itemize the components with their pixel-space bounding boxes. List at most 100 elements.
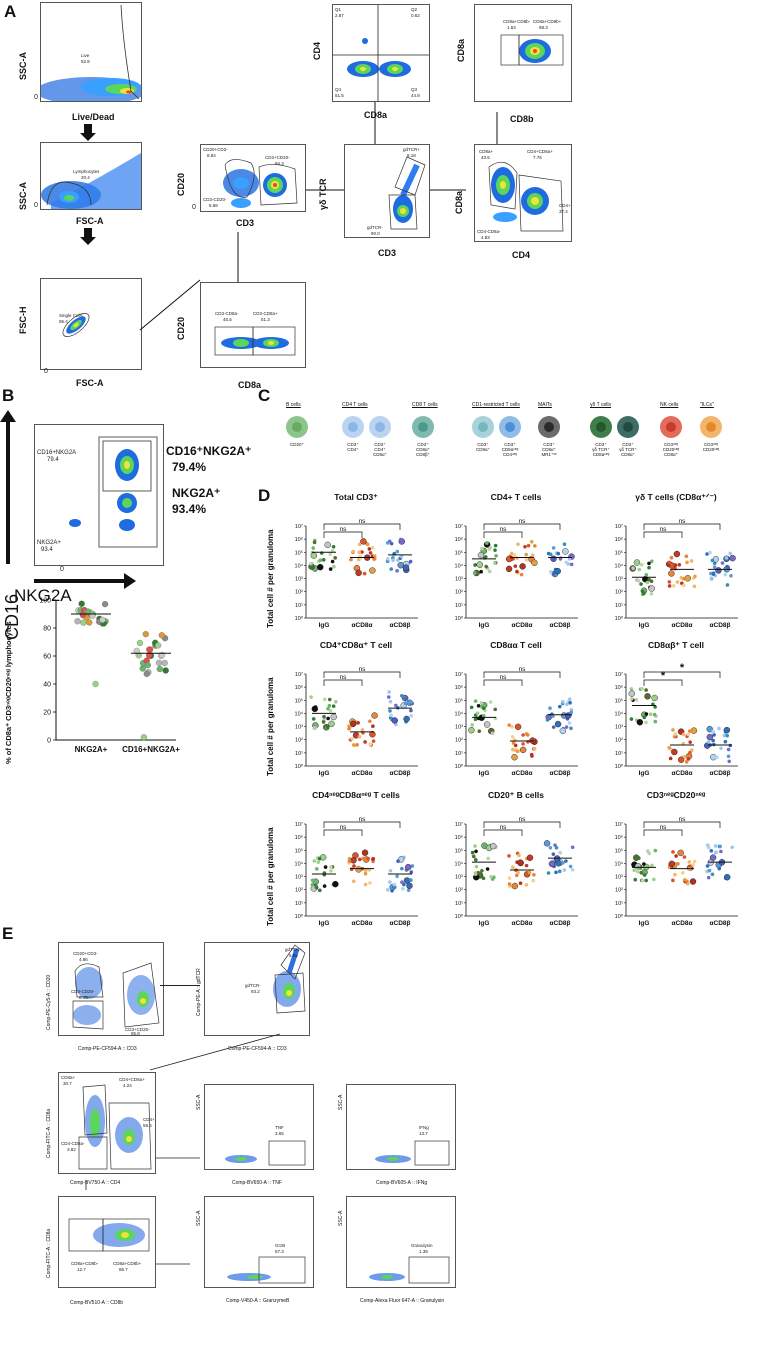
- d-data-point: [726, 754, 731, 759]
- d-ylabel: Total cell # per granuloma: [266, 677, 275, 776]
- cell-marker-label: CD3ⁿᵉᵍ CD20ⁿᵉᵍ: [702, 442, 720, 452]
- d-data-point: [708, 550, 712, 555]
- d-data-point: [324, 541, 331, 549]
- b-data-point: [152, 642, 159, 649]
- d-chart-title: Total CD3⁺: [334, 492, 378, 502]
- d-data-point: [507, 876, 512, 880]
- d-data-point: [552, 864, 556, 869]
- e-plot-cd8a-cd8b: CD8a+CD8b- 12.7 CD8a+CD8b+ 86.7: [58, 1196, 156, 1288]
- d-data-point: [637, 856, 641, 860]
- d-data-point: [391, 717, 398, 724]
- d-sig-label: ns: [519, 816, 527, 823]
- d-data-point: [673, 732, 678, 736]
- d-data-point: [385, 558, 390, 563]
- d-data-point: [476, 870, 481, 875]
- d-data-point: [526, 740, 530, 744]
- d-data-point: [715, 755, 719, 760]
- d-data-point: [313, 705, 318, 709]
- d-data-point: [317, 856, 322, 861]
- d-data-point: [718, 859, 726, 866]
- d-data-point: [514, 723, 522, 731]
- d-data-point: [529, 752, 534, 757]
- d-data-point: [705, 869, 709, 874]
- d-chart-title: CD4ⁿᵉᵍCD8αⁿᵉᵍ T cells: [312, 790, 400, 800]
- d-data-point: [311, 565, 319, 572]
- d-data-point: [641, 869, 648, 876]
- d-data-point: [480, 701, 488, 709]
- d-data-point: [553, 568, 558, 573]
- d-data-point: [683, 877, 687, 882]
- d-data-point: [706, 740, 711, 744]
- d-data-point: [365, 542, 370, 547]
- d-data-point: [474, 857, 478, 862]
- d-data-point: [564, 859, 568, 863]
- d-data-point: [390, 888, 394, 893]
- d-data-point: [554, 567, 561, 575]
- plot-cd8a-cd4: CD8a+ 43.5 CD4+CD8a+ 7.76 CD4+ 37.4 CD4-…: [474, 144, 572, 242]
- d-ytick-label: 10¹: [295, 603, 303, 609]
- d-data-point: [634, 698, 639, 702]
- d-data-point: [366, 856, 370, 861]
- b-data-point: [85, 608, 92, 616]
- d-data-point: [322, 873, 327, 877]
- d-data-point: [474, 864, 479, 869]
- d-data-point: [723, 874, 731, 881]
- cell-nucleus-icon: [706, 422, 716, 432]
- d-data-point: [562, 548, 569, 555]
- d-data-point: [362, 571, 367, 576]
- d-data-point: [310, 882, 315, 887]
- d-data-point: [351, 550, 355, 554]
- cell-group-title: "ILCs": [700, 402, 714, 408]
- d-data-point: [372, 557, 376, 561]
- d-data-point: [648, 585, 655, 592]
- d-data-point: [560, 701, 565, 706]
- b-data-point: [79, 611, 87, 618]
- d-data-point: [395, 568, 399, 573]
- b-data-point: [96, 618, 103, 625]
- cd20cd8a-xlabel: CD8a: [238, 380, 262, 390]
- d-data-point: [330, 549, 335, 553]
- d-data-point: [327, 697, 332, 702]
- d-data-point: [391, 558, 395, 563]
- d-data-point: [480, 705, 484, 709]
- e-plot-granzymeb: GrzB 57.3: [204, 1196, 314, 1288]
- d-data-point: [645, 580, 650, 585]
- cell-marker-label: CD3⁺ γδ TCR⁺ CD8α⁺: [619, 442, 637, 457]
- cd8acd4-v2: 7.76: [533, 155, 542, 160]
- d-sig-label: ns: [519, 666, 527, 673]
- d-data-point: [634, 863, 642, 870]
- d-data-point: [526, 854, 534, 861]
- d-data-point: [640, 589, 645, 593]
- cell-nucleus-icon: [596, 422, 606, 432]
- d-data-point: [628, 690, 636, 697]
- d-data-point: [351, 879, 356, 884]
- e6-xlabel: Comp-BV510-A :: CD8b: [70, 1300, 124, 1306]
- d-ytick-label: 10⁷: [295, 523, 303, 530]
- b-data-point: [143, 670, 150, 678]
- d-sig-label: *: [661, 670, 666, 682]
- d-data-point: [399, 554, 404, 559]
- d-data-point: [553, 859, 557, 863]
- d-data-point: [397, 856, 405, 863]
- d-data-point: [385, 541, 390, 545]
- d-data-point: [331, 882, 336, 887]
- d-data-point: [347, 726, 351, 731]
- d-data-point: [686, 864, 694, 872]
- d-ytick-label: 10³: [615, 725, 623, 731]
- d-data-point: [642, 576, 649, 583]
- e1-ylabel: Comp-PE-Cy5-A :: CD20: [46, 974, 52, 1030]
- d-data-point: [321, 719, 326, 723]
- cell-marker-label: CD3⁺ CD4⁺: [347, 442, 359, 452]
- d-data-point: [532, 747, 536, 751]
- d-data-point: [351, 743, 356, 747]
- d-sig-label: ns: [660, 824, 668, 831]
- d-data-point: [629, 717, 634, 721]
- d-data-point: [511, 741, 516, 745]
- d-data-point: [640, 878, 645, 883]
- cd20cd8a-g1: CD3-CD8a-: [215, 311, 239, 316]
- d-ytick-label: 10¹: [295, 751, 303, 757]
- d-data-point: [398, 538, 405, 545]
- d-data-point: [511, 754, 518, 761]
- d-data-point: [525, 733, 530, 737]
- d-data-point: [311, 546, 316, 550]
